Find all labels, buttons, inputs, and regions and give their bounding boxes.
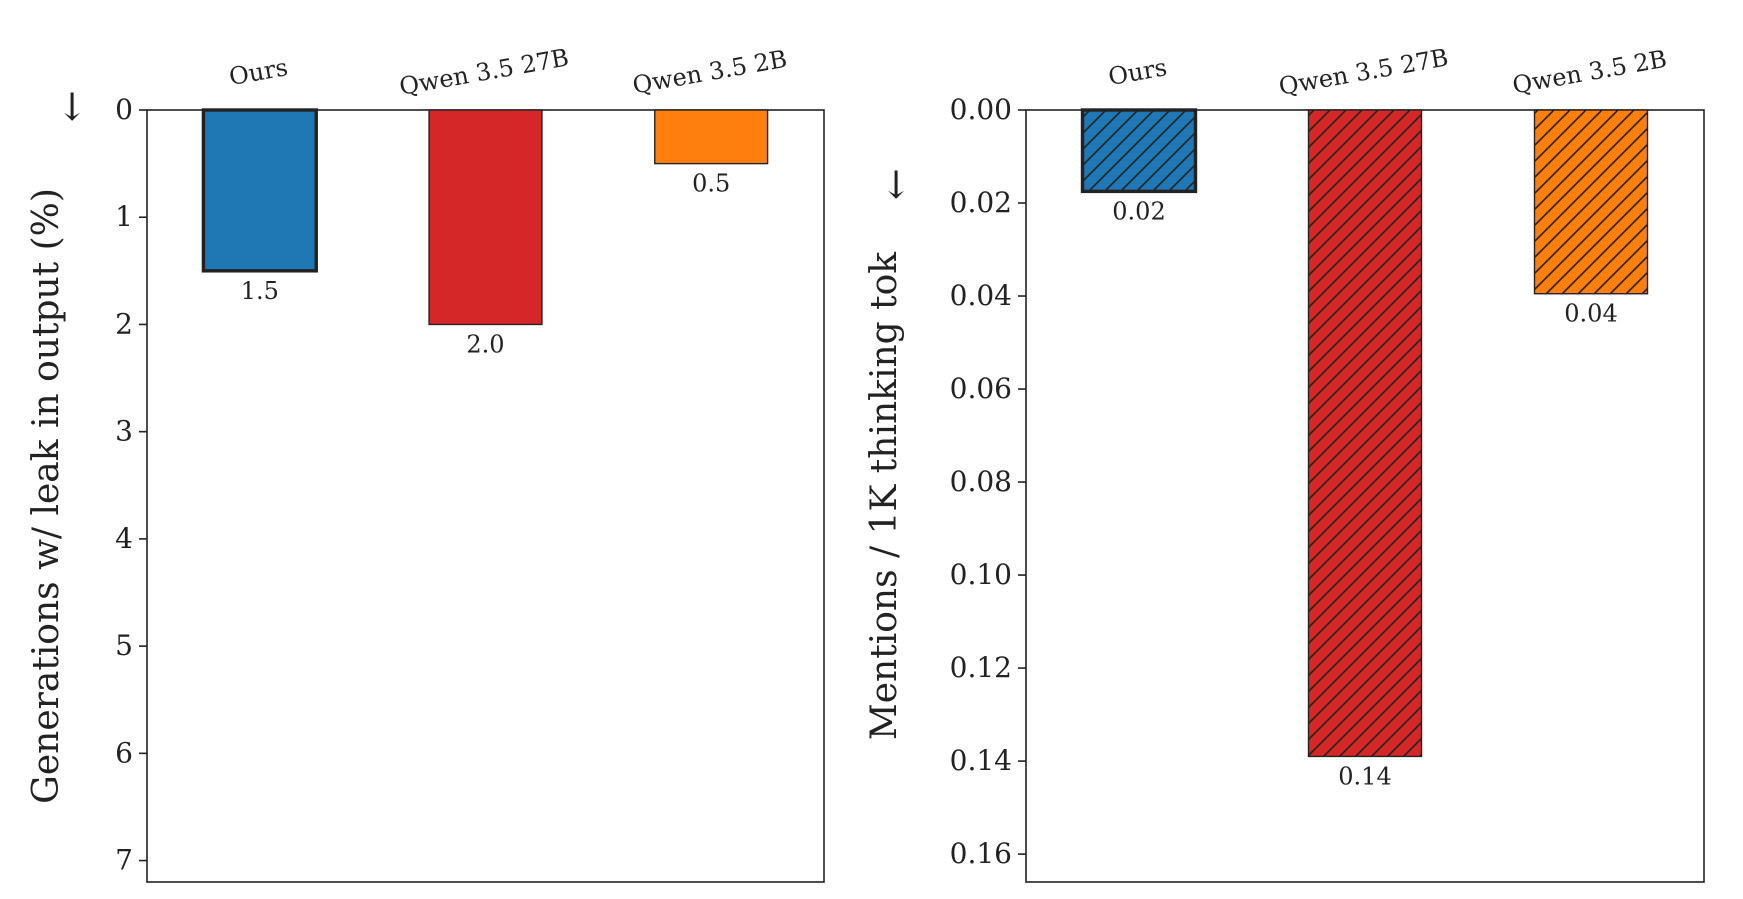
data-label: 0.14 [1338, 762, 1391, 790]
y-tick-label: 0.12 [950, 651, 1012, 684]
data-label: 0.02 [1112, 197, 1165, 225]
direction-arrow: ↓ [56, 85, 88, 129]
bar-qwen-3-5-27b [428, 109, 543, 326]
direction-arrow: ↓ [880, 163, 912, 207]
category-label: Qwen 3.5 27B [1277, 43, 1451, 100]
y-tick-label: 0.16 [950, 837, 1012, 870]
y-tick-label: 0.14 [950, 744, 1012, 777]
y-tick-label: 1 [115, 200, 133, 233]
data-label: 0.04 [1564, 300, 1617, 328]
chart-left-leak-rate: 0 1 2 3 4 5 6 7 1.5 Ours 2.0 Qwen 3.5 27B 0.5 Qwen 3.… [26, 43, 825, 883]
data-label: 2.0 [466, 330, 504, 358]
y-tick-label: 0.00 [950, 93, 1012, 126]
category-label: Ours [1106, 53, 1169, 91]
y-axis-label: Mentions / 1K thinking tok [864, 251, 905, 740]
y-tick-label: 5 [115, 629, 133, 662]
bar-ours [201, 108, 318, 273]
data-label: 1.5 [241, 277, 279, 305]
y-tick-label: 7 [115, 844, 133, 877]
chart-right-mentions-rate: 0.00 0.02 0.04 0.06 0.08 0.10 0.12 0.14 0.16 0.02… [864, 43, 1705, 883]
y-tick-label: 0 [115, 93, 133, 126]
y-tick-label: 0.10 [950, 558, 1012, 591]
y-tick-label: 2 [115, 307, 133, 340]
y-tick-label: 0.06 [950, 372, 1012, 405]
bar-hatch [1534, 110, 1648, 294]
bar-hatch [1082, 110, 1196, 192]
category-label: Qwen 3.5 2B [630, 45, 789, 100]
category-label: Ours [227, 53, 290, 91]
y-tick-label: 0.02 [950, 186, 1012, 219]
y-tick-label: 0.08 [950, 465, 1012, 498]
y-tick-label: 3 [115, 415, 133, 448]
bar-qwen-3-5-2b [654, 109, 769, 165]
bar-hatch [1308, 110, 1422, 757]
y-tick-label: 0.04 [950, 279, 1012, 312]
data-label: 0.5 [692, 170, 730, 198]
y-tick-label: 4 [115, 522, 133, 555]
y-tick-label: 6 [115, 736, 133, 769]
category-label: Qwen 3.5 27B [397, 43, 571, 100]
category-label: Qwen 3.5 2B [1510, 45, 1669, 100]
y-axis-label: Generations w/ leak in output (%) [26, 188, 67, 804]
